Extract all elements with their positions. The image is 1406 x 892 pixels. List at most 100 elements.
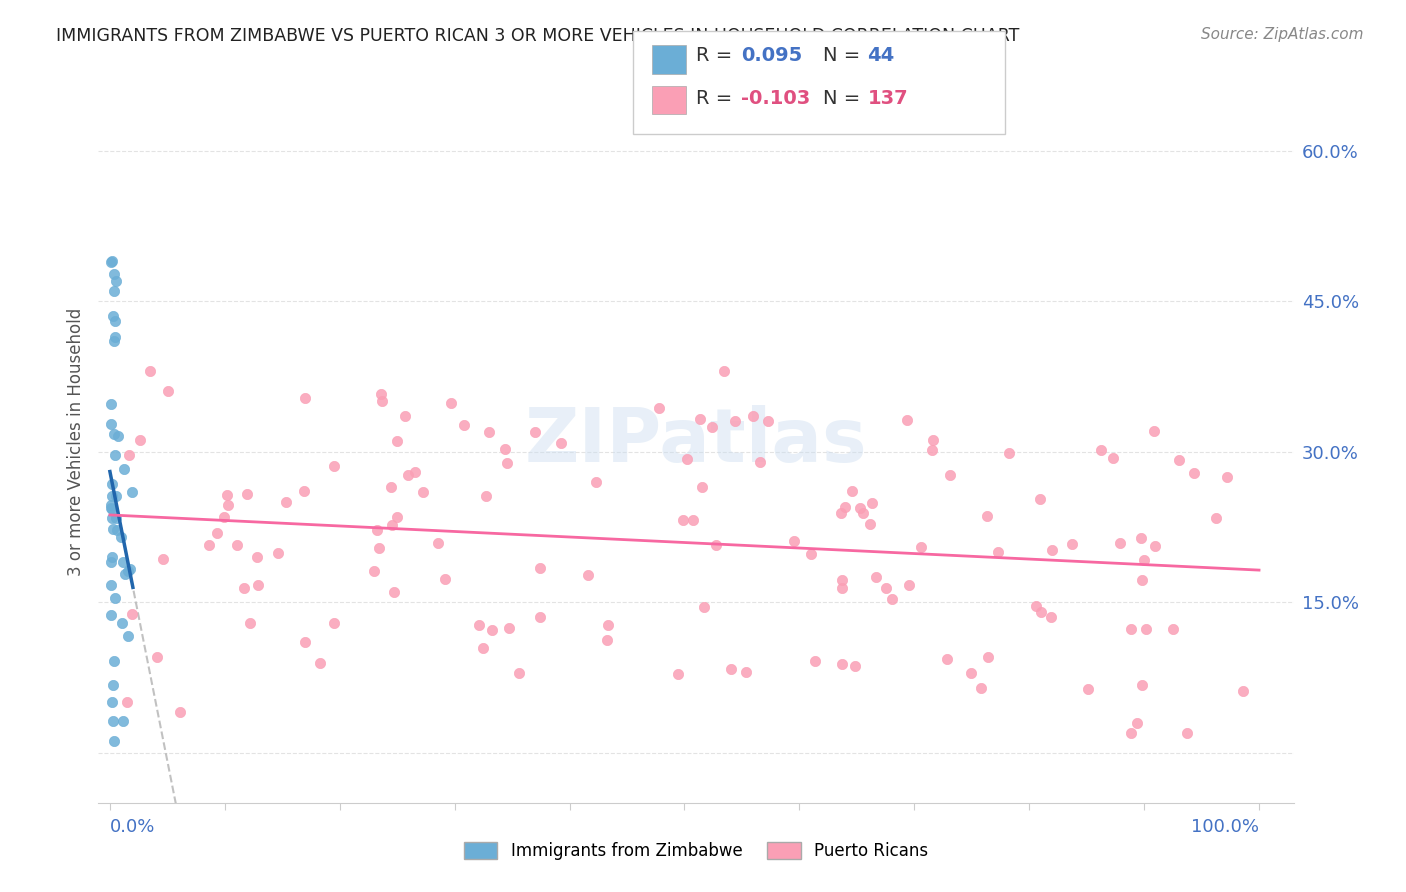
Point xyxy=(860,496,883,510)
Legend: Immigrants from Zimbabwe, Puerto Ricans: Immigrants from Zimbabwe, Puerto Ricans xyxy=(457,835,935,867)
Point xyxy=(100,255,122,269)
Point xyxy=(212,510,235,524)
Point xyxy=(647,401,669,415)
Point xyxy=(897,578,920,592)
Text: ZIPatlas: ZIPatlas xyxy=(524,405,868,478)
Point xyxy=(478,425,501,439)
Point xyxy=(1029,492,1052,507)
Point xyxy=(852,506,875,520)
Point xyxy=(152,551,174,566)
Point xyxy=(139,364,162,378)
Point xyxy=(105,511,128,525)
Point xyxy=(100,498,122,512)
Point xyxy=(831,657,853,671)
Point xyxy=(100,501,122,516)
Point xyxy=(294,392,316,406)
Point xyxy=(101,678,124,692)
Point xyxy=(427,536,450,550)
Text: 137: 137 xyxy=(868,88,908,108)
Point xyxy=(921,434,943,448)
Point xyxy=(1132,553,1154,567)
Point xyxy=(217,498,239,512)
Point xyxy=(103,426,125,441)
Point xyxy=(103,734,125,748)
Point xyxy=(1119,725,1142,739)
Point xyxy=(103,334,125,349)
Point xyxy=(267,546,290,560)
Point xyxy=(1143,424,1166,438)
Point xyxy=(1029,605,1052,619)
Point xyxy=(100,555,122,569)
Point xyxy=(524,425,547,439)
Point xyxy=(453,417,475,432)
Text: IMMIGRANTS FROM ZIMBABWE VS PUERTO RICAN 3 OR MORE VEHICLES IN HOUSEHOLD CORRELA: IMMIGRANTS FROM ZIMBABWE VS PUERTO RICAN… xyxy=(56,27,1019,45)
Point xyxy=(385,434,408,449)
Text: 100.0%: 100.0% xyxy=(1191,818,1258,836)
Point xyxy=(146,650,169,665)
Point xyxy=(117,564,139,578)
Point xyxy=(104,329,127,343)
Point xyxy=(118,448,141,462)
Point xyxy=(692,480,714,494)
Point xyxy=(529,609,551,624)
Point xyxy=(841,483,863,498)
Point xyxy=(882,591,904,606)
Point xyxy=(1090,443,1112,458)
Point xyxy=(748,455,770,469)
Point xyxy=(830,506,852,520)
Point xyxy=(977,650,1000,665)
Point xyxy=(1216,470,1239,484)
Point xyxy=(921,443,943,458)
Point xyxy=(239,616,262,631)
Point xyxy=(1182,466,1205,480)
Point xyxy=(1135,622,1157,636)
Point xyxy=(1126,715,1149,730)
Point xyxy=(294,634,316,648)
Point xyxy=(115,696,138,710)
Point xyxy=(1040,609,1063,624)
Point xyxy=(110,530,132,544)
Point xyxy=(1040,542,1063,557)
Point xyxy=(100,397,122,411)
Point xyxy=(104,314,127,328)
Point xyxy=(734,665,756,679)
Point xyxy=(100,577,122,591)
Y-axis label: 3 or more Vehicles in Household: 3 or more Vehicles in Household xyxy=(66,308,84,575)
Point xyxy=(1101,451,1123,466)
Point xyxy=(381,518,404,533)
Point xyxy=(101,489,124,503)
Point xyxy=(111,616,134,631)
Point xyxy=(103,522,125,536)
Point xyxy=(666,666,689,681)
Point xyxy=(129,433,152,447)
Point xyxy=(235,487,257,501)
Point xyxy=(394,409,416,423)
Point xyxy=(1076,681,1098,696)
Point xyxy=(103,654,125,668)
Point xyxy=(198,539,221,553)
Point xyxy=(112,462,135,476)
Point xyxy=(101,502,124,516)
Point xyxy=(596,617,619,632)
Point xyxy=(495,442,517,456)
Text: Source: ZipAtlas.com: Source: ZipAtlas.com xyxy=(1201,27,1364,42)
Point xyxy=(104,591,127,606)
Text: R =: R = xyxy=(696,45,733,65)
Point xyxy=(380,480,402,494)
Point xyxy=(434,572,457,586)
Point xyxy=(529,561,551,575)
Point xyxy=(100,550,122,565)
Point xyxy=(100,607,122,622)
Point xyxy=(858,517,880,532)
Point xyxy=(363,564,385,578)
Point xyxy=(550,436,572,450)
Point xyxy=(672,513,695,527)
Point xyxy=(800,547,823,561)
Point xyxy=(1060,537,1083,551)
Point xyxy=(1168,453,1191,467)
Text: 44: 44 xyxy=(868,45,894,65)
Point xyxy=(101,254,124,268)
Point xyxy=(382,584,405,599)
Point xyxy=(704,538,727,552)
Point xyxy=(576,568,599,582)
